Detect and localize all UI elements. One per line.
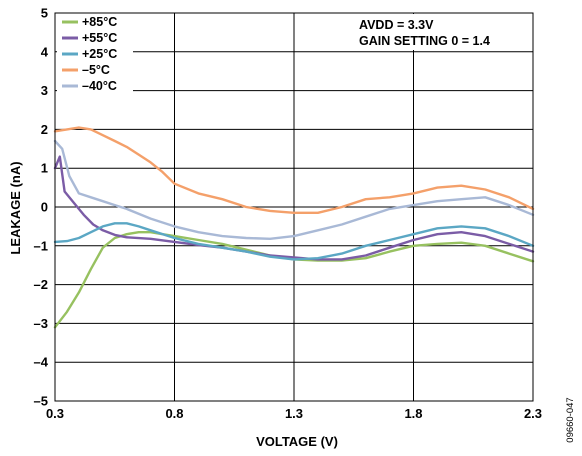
annotation-box: AVDD = 3.3V GAIN SETTING 0 = 1.4 — [355, 14, 531, 50]
y-tick-label: –3 — [34, 316, 48, 331]
y-tick-label: –2 — [34, 277, 48, 292]
x-tick-label: 2.3 — [524, 406, 542, 421]
legend-label: +25°C — [82, 47, 117, 61]
y-tick-label: –4 — [34, 355, 49, 370]
figure-code: 09660-047 — [565, 397, 576, 442]
x-tick-label: 1.8 — [404, 406, 422, 421]
legend-label: –5°C — [82, 63, 110, 77]
series-line — [53, 139, 535, 241]
y-tick-label: –1 — [34, 238, 48, 253]
y-tick-label: 4 — [41, 44, 49, 59]
x-tick-label: 1.3 — [285, 406, 303, 421]
annotation-gain-setting: GAIN SETTING 0 = 1.4 — [359, 34, 490, 48]
y-tick-label: 2 — [41, 122, 48, 137]
plot-frame — [54, 12, 534, 402]
legend: +85°C +55°C +25°C –5°C –40°C — [57, 14, 133, 96]
annotation-background — [355, 14, 531, 50]
annotation-avdd: AVDD = 3.3V — [359, 18, 434, 32]
x-axis-title: VOLTAGE (V) — [256, 434, 338, 449]
y-axis-title: LEAKAGE (nA) — [8, 161, 23, 254]
x-tick-labels: 0.3 0.8 1.3 1.8 2.3 — [46, 406, 542, 421]
series-layer — [53, 126, 535, 329]
series-line — [53, 126, 535, 215]
x-tick-label: 0.3 — [46, 406, 64, 421]
x-tick-label: 0.8 — [165, 406, 183, 421]
legend-label: +55°C — [82, 31, 117, 45]
y-tick-labels: 5 4 3 2 1 0 –1 –2 –3 –4 –5 — [34, 6, 49, 409]
y-tick-label: 1 — [41, 161, 48, 176]
y-tick-label: 3 — [41, 83, 48, 98]
series-line — [53, 222, 535, 261]
series-line — [53, 230, 535, 329]
legend-label: –40°C — [82, 79, 117, 93]
y-tick-label: –5 — [34, 394, 48, 409]
y-tick-label: 5 — [41, 6, 48, 21]
legend-label: +85°C — [82, 15, 117, 29]
y-tick-label: 0 — [41, 200, 48, 215]
